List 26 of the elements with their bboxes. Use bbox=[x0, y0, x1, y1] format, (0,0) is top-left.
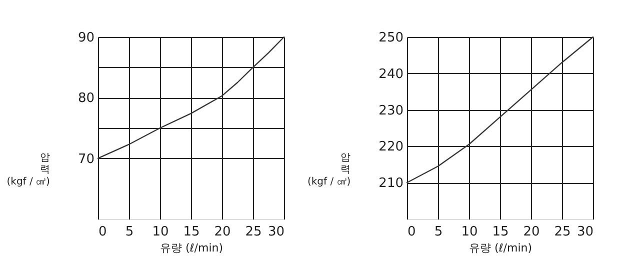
x-tick-label: 25 bbox=[554, 224, 571, 240]
y-tick-label: 250 bbox=[378, 30, 404, 46]
x-tick-label: 30 bbox=[268, 224, 284, 240]
x-tick-label: 20 bbox=[214, 224, 231, 240]
y-axis-title: 압력 (kgf / ㎠) bbox=[6, 152, 50, 188]
y-axis-title: 압력 (kgf / ㎠) bbox=[307, 152, 351, 188]
y-tick-label: 80 bbox=[78, 91, 94, 106]
x-tick-label: 15 bbox=[492, 224, 509, 240]
y-tick-label: 220 bbox=[378, 140, 404, 155]
y-tick-label: 70 bbox=[78, 152, 94, 167]
x-tick-label: 5 bbox=[434, 224, 443, 240]
x-tick-label: 15 bbox=[183, 224, 200, 240]
x-tick-label: 0 bbox=[98, 224, 107, 240]
x-axis-title: 유량 (ℓ/min) bbox=[160, 242, 224, 254]
x-tick-label: 20 bbox=[523, 224, 540, 240]
x-axis-title: 유량 (ℓ/min) bbox=[468, 242, 532, 254]
y-tick-label: 240 bbox=[378, 66, 404, 82]
x-tick-label: 10 bbox=[152, 224, 169, 240]
x-tick-label: 0 bbox=[408, 224, 416, 240]
y-tick-label: 90 bbox=[78, 30, 94, 46]
x-tick-label: 10 bbox=[461, 224, 478, 240]
x-tick-label: 5 bbox=[125, 224, 134, 240]
y-tick-label: 230 bbox=[378, 103, 404, 118]
x-tick-label: 25 bbox=[245, 224, 262, 240]
y-tick-label: 210 bbox=[378, 176, 404, 192]
x-tick-label: 30 bbox=[576, 224, 594, 240]
